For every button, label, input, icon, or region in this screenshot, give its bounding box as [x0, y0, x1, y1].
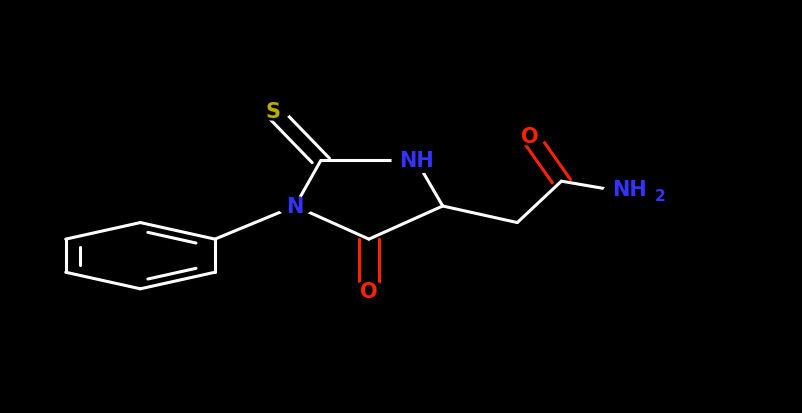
Circle shape — [392, 149, 440, 173]
Circle shape — [351, 282, 387, 300]
Circle shape — [512, 127, 547, 145]
Text: O: O — [360, 281, 378, 301]
Text: NH: NH — [612, 180, 647, 200]
Text: O: O — [520, 126, 538, 146]
Circle shape — [603, 178, 664, 210]
Text: S: S — [265, 102, 280, 121]
Text: 2: 2 — [654, 189, 666, 204]
Text: NH: NH — [399, 151, 434, 171]
Text: N: N — [286, 197, 304, 216]
Circle shape — [277, 197, 313, 216]
Circle shape — [255, 102, 290, 121]
